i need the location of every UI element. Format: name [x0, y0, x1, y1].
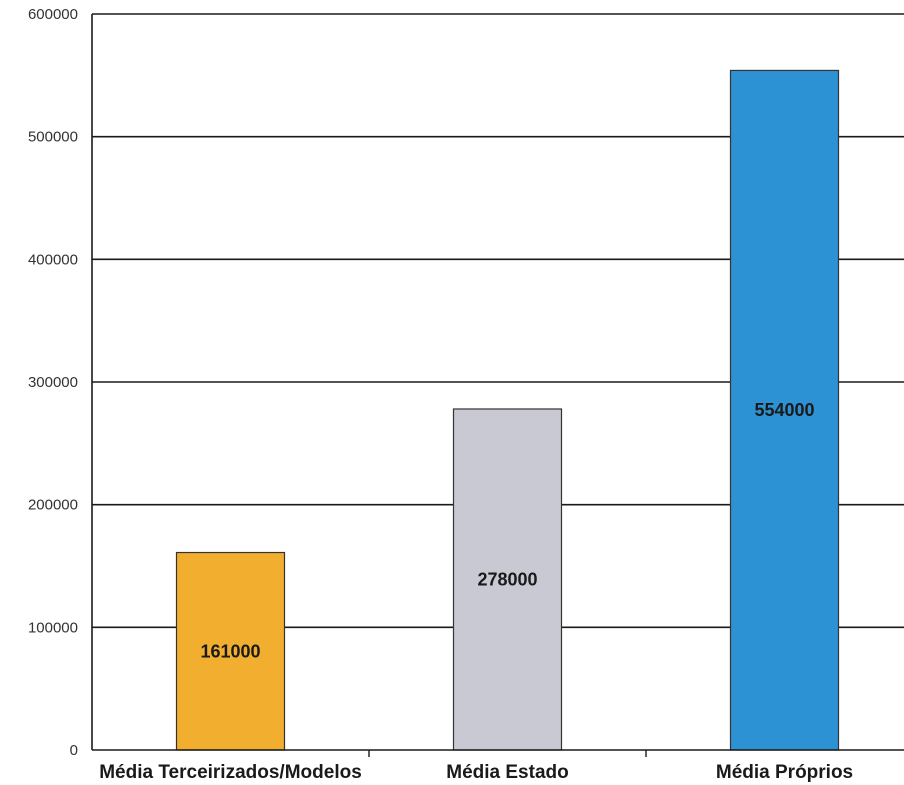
y-tick-label: 0: [70, 742, 78, 759]
x-category-label: Média Próprios: [716, 762, 853, 783]
y-tick-label: 500000: [28, 129, 78, 146]
x-axis-category-labels: Média Terceirizados/Modelos Média Estado M…: [99, 750, 853, 783]
y-tick-label: 400000: [28, 251, 78, 268]
y-axis-tick-labels: 0 100000 200000 300000 400000 500000 600000: [28, 6, 78, 759]
y-tick-label: 600000: [28, 6, 78, 23]
bars: [175, 69, 840, 751]
data-label: 161000: [200, 641, 260, 661]
bar: [452, 408, 563, 751]
x-category-label: Média Estado: [446, 762, 568, 783]
x-category-label: Média Terceirizados/Modelos: [99, 762, 362, 783]
data-label: 554000: [754, 400, 814, 420]
y-tick-label: 200000: [28, 497, 78, 514]
y-tick-label: 300000: [28, 374, 78, 391]
data-labels: 161000 278000 554000: [200, 400, 814, 661]
bar: [729, 69, 840, 751]
y-tick-label: 100000: [28, 619, 78, 636]
data-label: 278000: [477, 569, 537, 589]
